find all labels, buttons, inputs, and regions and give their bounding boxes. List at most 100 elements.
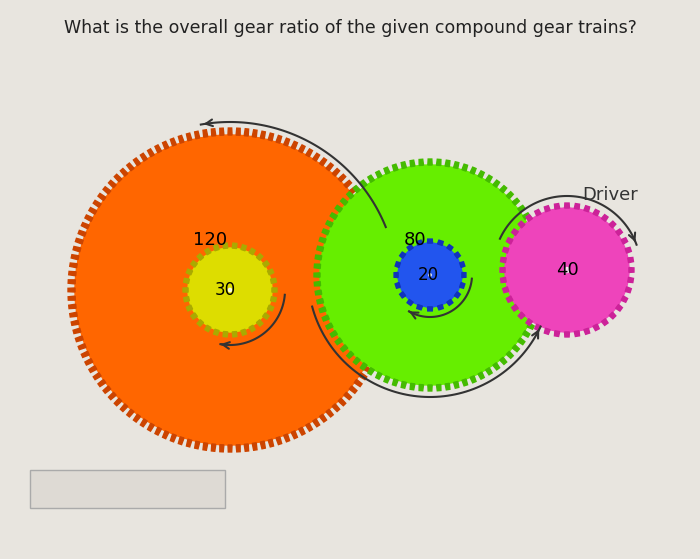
Polygon shape: [400, 252, 406, 258]
Polygon shape: [120, 168, 128, 176]
Polygon shape: [445, 160, 450, 167]
Polygon shape: [574, 331, 580, 337]
Polygon shape: [68, 296, 76, 300]
Polygon shape: [376, 171, 382, 178]
Polygon shape: [291, 141, 298, 149]
Polygon shape: [306, 149, 312, 157]
Polygon shape: [252, 130, 257, 138]
Polygon shape: [526, 215, 533, 221]
Polygon shape: [500, 258, 506, 263]
Polygon shape: [500, 268, 505, 272]
Polygon shape: [326, 221, 333, 227]
Polygon shape: [416, 240, 423, 245]
Polygon shape: [385, 296, 392, 300]
Polygon shape: [554, 331, 560, 337]
Circle shape: [505, 208, 629, 332]
Polygon shape: [512, 305, 518, 311]
Polygon shape: [368, 358, 375, 365]
Polygon shape: [155, 145, 162, 153]
Polygon shape: [377, 336, 384, 342]
Polygon shape: [428, 239, 433, 243]
Text: 40: 40: [556, 261, 578, 279]
Polygon shape: [462, 164, 468, 171]
Polygon shape: [205, 248, 211, 255]
Polygon shape: [349, 187, 357, 194]
Polygon shape: [319, 238, 326, 243]
Polygon shape: [493, 363, 500, 370]
Polygon shape: [609, 312, 616, 319]
Polygon shape: [628, 258, 634, 263]
Polygon shape: [236, 128, 240, 135]
Polygon shape: [478, 171, 484, 178]
Polygon shape: [178, 437, 184, 444]
Polygon shape: [523, 213, 530, 219]
Polygon shape: [197, 254, 204, 260]
Polygon shape: [78, 344, 86, 349]
Polygon shape: [141, 419, 147, 427]
Circle shape: [320, 165, 540, 385]
Polygon shape: [220, 128, 224, 135]
Polygon shape: [236, 444, 240, 452]
Polygon shape: [437, 159, 441, 165]
Polygon shape: [228, 445, 232, 452]
Polygon shape: [407, 299, 413, 305]
Polygon shape: [291, 431, 298, 439]
Polygon shape: [346, 351, 354, 358]
Polygon shape: [545, 206, 550, 212]
Polygon shape: [554, 203, 560, 209]
Polygon shape: [335, 338, 342, 345]
Polygon shape: [395, 262, 400, 268]
Polygon shape: [538, 290, 545, 295]
Polygon shape: [460, 262, 465, 268]
Polygon shape: [445, 383, 450, 390]
Polygon shape: [326, 323, 333, 329]
Polygon shape: [260, 441, 265, 449]
Polygon shape: [191, 313, 197, 319]
Polygon shape: [470, 376, 476, 383]
Polygon shape: [183, 278, 190, 283]
Polygon shape: [141, 153, 147, 161]
Polygon shape: [262, 313, 269, 319]
Polygon shape: [262, 261, 269, 267]
Polygon shape: [534, 307, 541, 312]
Polygon shape: [401, 381, 407, 388]
Polygon shape: [108, 392, 116, 400]
Polygon shape: [319, 307, 326, 312]
Polygon shape: [68, 280, 76, 284]
Polygon shape: [69, 304, 76, 309]
Polygon shape: [197, 320, 204, 326]
Polygon shape: [71, 255, 79, 260]
Polygon shape: [354, 380, 362, 387]
Polygon shape: [178, 135, 184, 143]
Polygon shape: [616, 229, 622, 235]
Polygon shape: [574, 203, 580, 209]
Polygon shape: [538, 255, 545, 260]
Polygon shape: [332, 404, 340, 411]
Polygon shape: [428, 307, 433, 311]
Polygon shape: [593, 324, 599, 330]
Polygon shape: [170, 138, 176, 146]
Polygon shape: [241, 245, 246, 251]
Polygon shape: [81, 222, 89, 229]
Polygon shape: [183, 297, 190, 302]
Polygon shape: [271, 278, 277, 283]
Polygon shape: [376, 372, 382, 379]
Polygon shape: [493, 180, 500, 187]
Polygon shape: [186, 305, 193, 311]
Polygon shape: [379, 247, 387, 252]
Polygon shape: [223, 243, 228, 249]
Polygon shape: [332, 168, 340, 176]
Polygon shape: [382, 320, 388, 325]
Polygon shape: [454, 381, 458, 388]
Polygon shape: [527, 323, 534, 329]
Polygon shape: [191, 261, 197, 267]
Polygon shape: [454, 162, 458, 169]
Polygon shape: [195, 131, 200, 139]
Polygon shape: [616, 305, 622, 311]
Polygon shape: [428, 385, 432, 391]
Polygon shape: [108, 181, 116, 188]
Text: 20: 20: [417, 266, 439, 284]
Circle shape: [428, 274, 431, 276]
Polygon shape: [629, 268, 634, 272]
Polygon shape: [346, 192, 354, 199]
